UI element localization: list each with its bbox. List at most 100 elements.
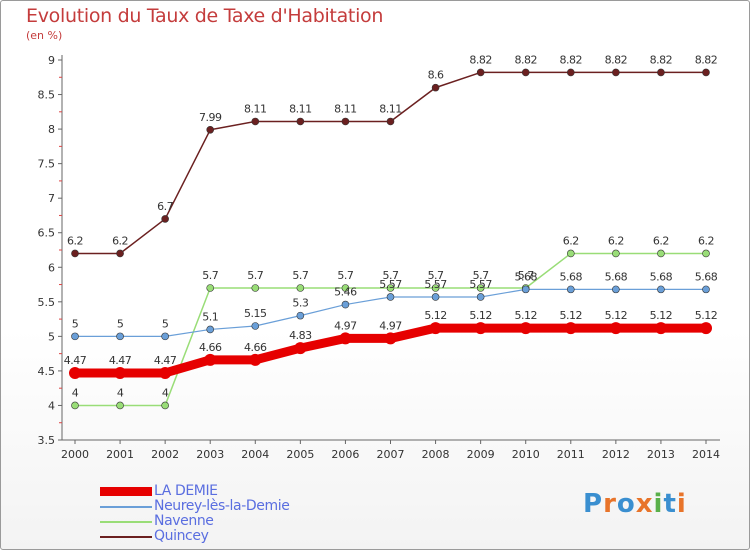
- data-label: 5.57: [469, 278, 492, 291]
- data-point: [474, 322, 487, 335]
- data-label: 8.82: [605, 53, 628, 66]
- x-tick-label: 2009: [467, 448, 495, 461]
- data-point: [612, 285, 620, 294]
- legend-label-la-demie: LA DEMIE: [154, 483, 218, 499]
- x-tick-label: 2010: [512, 448, 540, 461]
- chart-title: Evolution du Taux de Taxe d'Habitation: [26, 5, 384, 27]
- y-tick-label: 3.5: [38, 434, 56, 447]
- data-label: 5.7: [337, 269, 353, 282]
- data-point: [657, 249, 665, 258]
- data-label: 4.47: [154, 354, 177, 367]
- y-tick-label: 4: [48, 399, 55, 412]
- data-point: [69, 366, 81, 379]
- logo-letter: i: [676, 489, 687, 519]
- data-label: 6.2: [67, 234, 83, 247]
- data-point: [116, 401, 124, 410]
- logo-letter: t: [663, 489, 677, 519]
- data-point: [702, 68, 710, 77]
- data-point: [431, 293, 440, 301]
- x-tick-label: 2005: [286, 448, 314, 461]
- data-label: 5.12: [650, 309, 673, 322]
- data-point: [251, 284, 260, 292]
- logo-letter: i: [653, 489, 664, 519]
- data-label: 5.68: [695, 270, 718, 283]
- y-tick-label: 6: [48, 261, 55, 274]
- y-tick-label: 8.5: [38, 89, 56, 102]
- data-label: 5.12: [605, 309, 628, 322]
- data-point: [700, 322, 712, 335]
- logo-letter: P: [583, 489, 604, 519]
- data-point: [521, 68, 530, 77]
- data-point: [71, 249, 79, 258]
- data-label: 5: [117, 317, 124, 330]
- data-label: 5.12: [695, 309, 718, 322]
- data-point: [386, 284, 395, 292]
- data-label: 5.15: [244, 307, 267, 320]
- data-label: 8.82: [514, 53, 537, 66]
- data-label: 4: [72, 386, 79, 399]
- data-point: [296, 311, 305, 320]
- data-point: [204, 353, 217, 366]
- data-label: 6.2: [112, 234, 128, 247]
- x-tick-label: 2001: [106, 448, 134, 461]
- y-tick-label: 5: [48, 330, 55, 343]
- y-tick-label: 9: [48, 54, 55, 67]
- data-point: [206, 125, 215, 134]
- data-point: [71, 401, 79, 410]
- data-label: 4.83: [289, 329, 312, 342]
- legend-swatch-navenne: [100, 521, 152, 523]
- data-point: [702, 249, 710, 258]
- y-tick-label: 8: [48, 123, 55, 136]
- data-point: [566, 249, 575, 258]
- data-point: [657, 68, 665, 77]
- data-point: [566, 68, 575, 77]
- data-point: [206, 284, 215, 292]
- data-label: 5.68: [514, 270, 537, 283]
- legend-label-neurey: Neurey-lès-la-Demie: [154, 498, 290, 514]
- data-point: [251, 322, 260, 330]
- data-point: [296, 284, 305, 292]
- data-point: [161, 215, 169, 223]
- data-point: [341, 117, 350, 126]
- data-label: 5.12: [469, 309, 492, 322]
- y-tick-label: 5.5: [38, 296, 56, 309]
- data-label: 5.12: [560, 309, 583, 322]
- x-tick-label: 2000: [61, 448, 89, 461]
- legend-label-navenne: Navenne: [154, 513, 214, 529]
- x-tick-label: 2013: [647, 448, 675, 461]
- data-point: [386, 117, 395, 126]
- data-label: 5.7: [518, 269, 534, 282]
- data-point: [159, 366, 172, 379]
- data-point: [384, 332, 397, 345]
- data-point: [476, 293, 485, 301]
- data-point: [71, 332, 79, 341]
- x-tick-label: 2004: [241, 448, 269, 461]
- data-point: [341, 284, 350, 292]
- data-label: 4.47: [109, 354, 132, 367]
- data-point: [566, 285, 575, 294]
- data-point: [609, 322, 622, 335]
- legend-label-quincey: Quincey: [154, 528, 209, 544]
- data-label: 6.7: [157, 200, 173, 213]
- data-point: [431, 83, 440, 92]
- data-label: 5.57: [379, 278, 402, 291]
- data-point: [294, 342, 307, 355]
- x-tick-label: 2011: [557, 448, 585, 461]
- data-point: [476, 68, 485, 77]
- data-label: 8.82: [469, 53, 492, 66]
- x-tick-label: 2007: [377, 448, 405, 461]
- y-tick-label: 6.5: [38, 227, 56, 240]
- data-label: 5.12: [514, 309, 537, 322]
- data-label: 8.82: [695, 53, 718, 66]
- logo-letter: x: [635, 489, 654, 519]
- data-label: 5.7: [202, 269, 218, 282]
- data-point: [339, 332, 352, 345]
- data-point: [476, 284, 485, 292]
- data-label: 5.7: [292, 269, 308, 282]
- data-label: 5.46: [334, 286, 357, 299]
- data-point: [521, 285, 530, 294]
- chart-unit: (en %): [26, 29, 63, 42]
- data-point: [206, 325, 215, 334]
- data-label: 5: [72, 317, 79, 330]
